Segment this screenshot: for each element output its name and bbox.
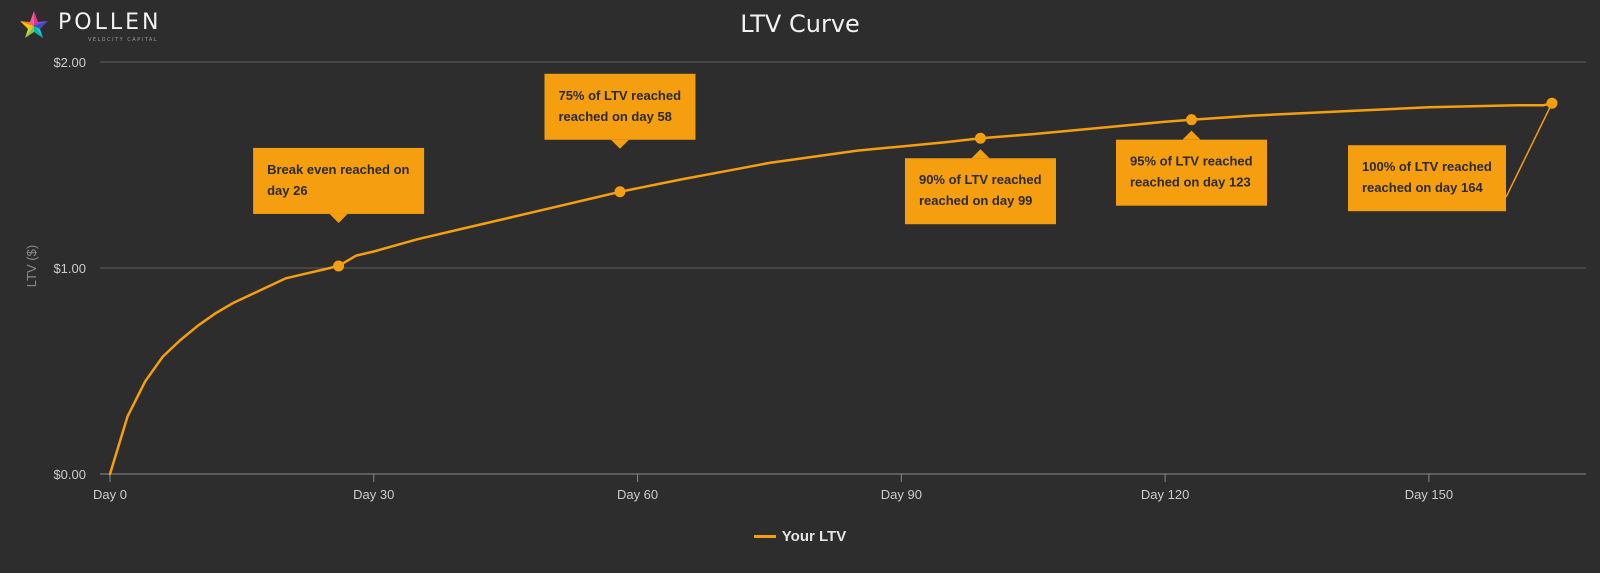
milestone-marker [974, 132, 986, 144]
annotation-label: Break even reached on [267, 162, 409, 177]
annotation-box [253, 147, 425, 214]
x-tick-label: Day 60 [617, 487, 658, 502]
annotation-callout: Break even reached on day 26 [253, 147, 425, 223]
annotation-pointer [329, 213, 348, 223]
legend-label-your-ltv: Your LTV [781, 528, 847, 545]
annotation-callout: 100% of LTV reached reached on day 164 [1348, 102, 1553, 212]
y-tick-label: $1.00 [53, 261, 86, 276]
annotation-label: reached on day 58 [558, 109, 671, 124]
milestone-marker [333, 260, 345, 272]
annotation-layer: Break even reached on day 26 75% of LTV re… [253, 73, 1553, 225]
x-tick-label: Day 0 [93, 487, 127, 502]
annotation-pointer [610, 139, 629, 149]
annotation-box [904, 158, 1056, 225]
x-tick-label: Day 90 [881, 487, 922, 502]
annotation-callout: 75% of LTV reached reached on day 58 [544, 73, 696, 149]
milestone-marker [1186, 114, 1197, 126]
annotation-label: 100% of LTV reached [1362, 159, 1492, 174]
annotation-callout: 95% of LTV reached reached on day 123 [1116, 130, 1267, 206]
y-tick-label: $2.00 [53, 55, 86, 70]
annotation-box [544, 73, 696, 140]
annotation-label: reached on day 123 [1130, 175, 1251, 190]
annotation-label: day 26 [267, 183, 307, 198]
series-layer [108, 101, 1554, 476]
annotation-label: 90% of LTV reached [919, 172, 1042, 187]
marker-layer [333, 97, 1558, 272]
x-tick-label: Day 30 [353, 487, 394, 502]
annotation-callout: 90% of LTV reached reached on day 99 [904, 149, 1056, 225]
y-axis-label: LTV ($) [24, 245, 39, 287]
brand-tagline: VELOCITY CAPITAL [88, 37, 159, 43]
axis-layer: $0.00 $1.00 $2.00 Day 0 Day 30 Day 60 Day 90 Da… [53, 55, 1586, 502]
x-tick-label: Day 150 [1405, 487, 1453, 502]
legend-swatch [753, 535, 776, 538]
annotation-label: 75% of LTV reached [558, 88, 681, 103]
chart-title: LTV Curve [740, 10, 860, 38]
chart-legend[interactable]: Your LTV [0, 528, 1600, 545]
x-tick-label: Day 120 [1141, 487, 1189, 502]
brand-logo-group: POLLEN VELOCITY CAPITAL [18, 10, 161, 43]
brand-name: POLLEN [58, 10, 162, 35]
annotation-box [1116, 139, 1267, 206]
series-line-your-ltv [108, 101, 1554, 476]
annotation-label: reached on day 99 [919, 193, 1032, 208]
annotation-box [1348, 145, 1506, 212]
annotation-label: reached on day 164 [1362, 180, 1483, 195]
annotation-label: 95% of LTV reached [1130, 154, 1253, 169]
annotation-pointer [1182, 130, 1201, 140]
annotation-pointer [971, 149, 990, 159]
y-tick-label: $0.00 [53, 467, 86, 482]
pollen-star-logo-icon [20, 11, 48, 38]
annotation-leader-line [1505, 102, 1553, 198]
grid-layer [100, 61, 1586, 475]
milestone-marker [614, 186, 626, 198]
